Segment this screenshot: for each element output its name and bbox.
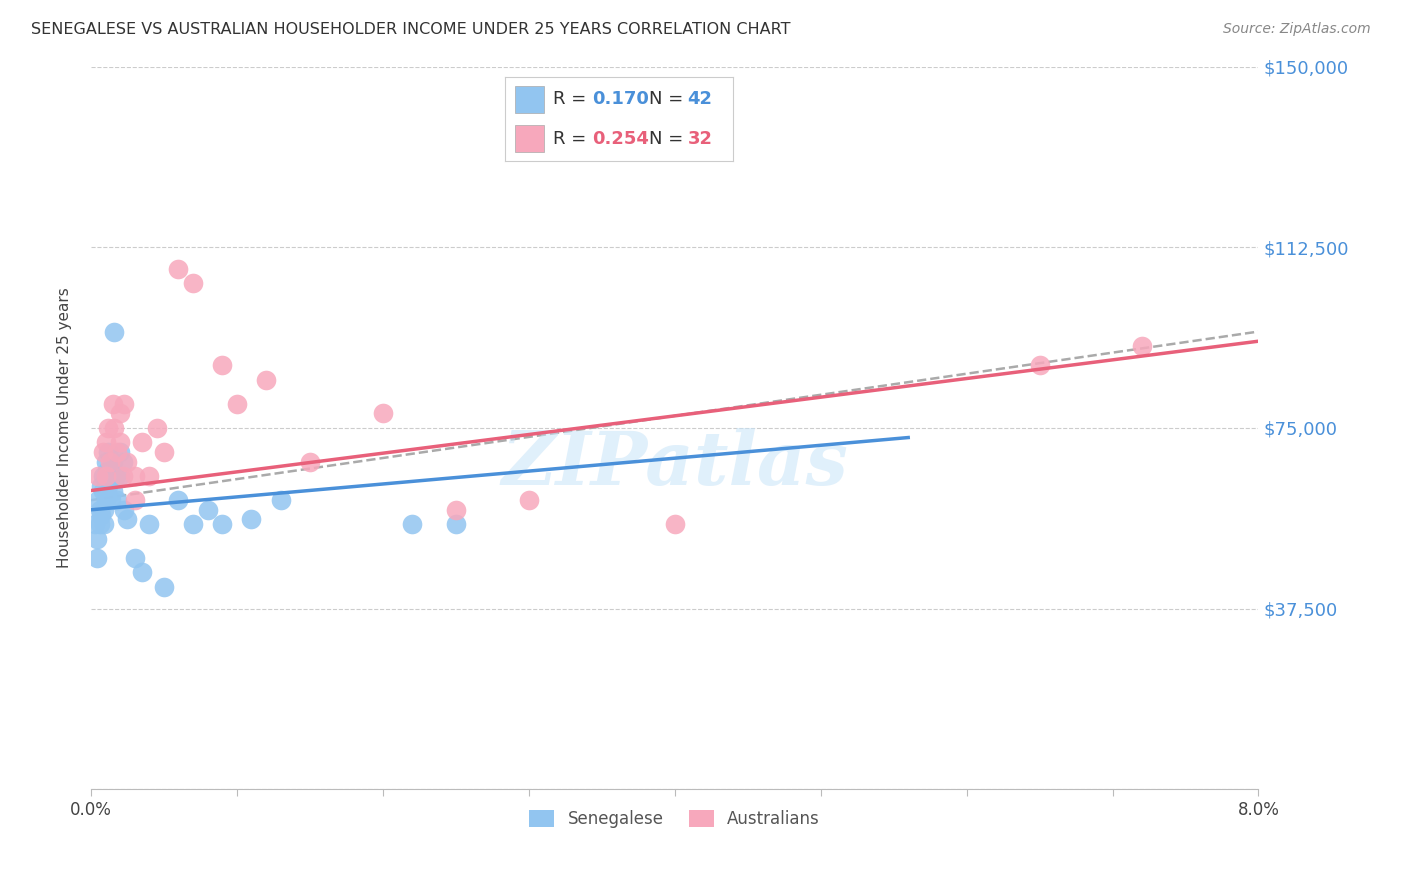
Point xyxy=(94,435,117,450)
Point xyxy=(211,517,233,532)
Point xyxy=(401,517,423,532)
Point xyxy=(270,493,292,508)
Point xyxy=(101,483,124,498)
Point xyxy=(105,493,128,508)
Point xyxy=(108,435,131,450)
Point xyxy=(91,445,114,459)
Point xyxy=(87,493,110,508)
Point xyxy=(104,469,127,483)
Point xyxy=(114,503,136,517)
Point xyxy=(197,503,219,517)
Text: Source: ZipAtlas.com: Source: ZipAtlas.com xyxy=(1223,22,1371,37)
Point xyxy=(444,503,467,517)
Legend: Senegalese, Australians: Senegalese, Australians xyxy=(523,804,827,835)
Point xyxy=(138,517,160,532)
Point xyxy=(91,469,114,483)
Point xyxy=(124,493,146,508)
Point xyxy=(298,455,321,469)
Point xyxy=(124,551,146,566)
Point xyxy=(86,551,108,566)
Point xyxy=(108,445,131,459)
Point xyxy=(101,455,124,469)
Point xyxy=(131,435,153,450)
Point xyxy=(181,517,204,532)
Point xyxy=(117,455,139,469)
Point xyxy=(105,445,128,459)
Point xyxy=(112,469,135,483)
Point xyxy=(98,469,121,483)
Point xyxy=(94,474,117,488)
Point xyxy=(131,566,153,580)
Point xyxy=(108,407,131,421)
Point xyxy=(100,493,122,508)
Point xyxy=(103,325,125,339)
Point xyxy=(153,580,176,594)
Point xyxy=(211,359,233,373)
Point xyxy=(181,277,204,291)
Point xyxy=(89,503,111,517)
Point xyxy=(93,503,115,517)
Point xyxy=(167,493,190,508)
Point xyxy=(97,479,120,493)
Point xyxy=(1028,359,1050,373)
Point xyxy=(114,397,136,411)
Point xyxy=(254,373,277,387)
Point xyxy=(97,421,120,435)
Point xyxy=(89,517,111,532)
Point xyxy=(94,455,117,469)
Point xyxy=(167,261,190,276)
Point xyxy=(97,445,120,459)
Point xyxy=(93,517,115,532)
Point xyxy=(90,479,112,493)
Point xyxy=(87,469,110,483)
Point xyxy=(112,455,135,469)
Point xyxy=(517,493,540,508)
Point xyxy=(91,483,114,498)
Point xyxy=(101,397,124,411)
Point xyxy=(84,517,107,532)
Point xyxy=(153,445,176,459)
Point xyxy=(145,421,167,435)
Point xyxy=(103,421,125,435)
Point xyxy=(98,455,121,469)
Point xyxy=(108,469,131,483)
Y-axis label: Householder Income Under 25 years: Householder Income Under 25 years xyxy=(58,287,72,568)
Point xyxy=(90,508,112,522)
Point xyxy=(96,464,118,478)
Point xyxy=(240,512,263,526)
Point xyxy=(124,469,146,483)
Point xyxy=(86,532,108,546)
Text: SENEGALESE VS AUSTRALIAN HOUSEHOLDER INCOME UNDER 25 YEARS CORRELATION CHART: SENEGALESE VS AUSTRALIAN HOUSEHOLDER INC… xyxy=(31,22,790,37)
Point xyxy=(1130,339,1153,353)
Point xyxy=(444,517,467,532)
Point xyxy=(138,469,160,483)
Point xyxy=(225,397,247,411)
Text: ZIPatlas: ZIPatlas xyxy=(502,428,848,500)
Point xyxy=(371,407,394,421)
Point xyxy=(94,493,117,508)
Point xyxy=(94,469,117,483)
Point xyxy=(664,517,686,532)
Point xyxy=(117,512,139,526)
